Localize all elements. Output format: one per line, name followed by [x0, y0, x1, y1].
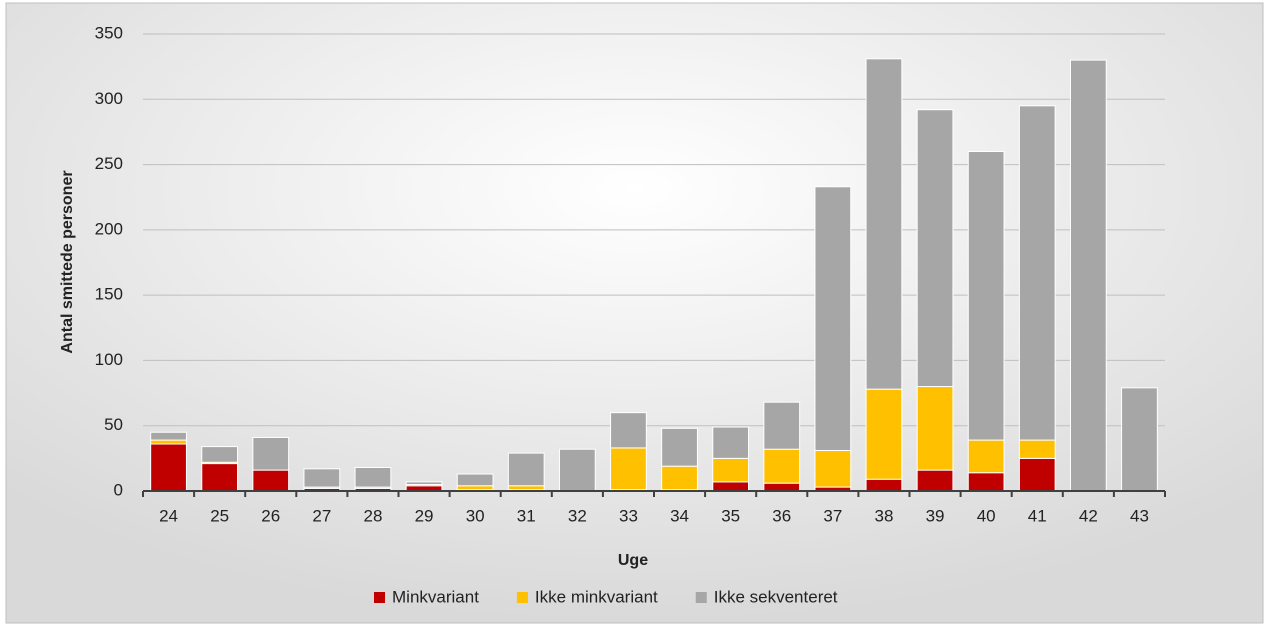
x-tick-label: 35 [721, 506, 740, 525]
bar-segment [865, 478, 903, 492]
legend-swatch [695, 592, 707, 603]
bar-segment [1018, 105, 1056, 441]
bar-segment [201, 446, 239, 463]
bar-segment [405, 481, 443, 485]
bar-segment [610, 447, 647, 491]
y-tick-label: 300 [95, 89, 123, 108]
x-tick-label: 30 [466, 506, 485, 525]
bar-segment [507, 452, 545, 487]
bar-segment [1121, 387, 1158, 492]
y-tick-label: 0 [114, 480, 123, 499]
bar-segment [610, 412, 647, 449]
bar-segment [150, 431, 187, 441]
bar-segment [814, 450, 852, 488]
y-tick-label: 250 [95, 154, 123, 173]
y-tick-label: 350 [95, 23, 123, 42]
bar-segment [661, 427, 698, 467]
bar-segment [865, 388, 903, 480]
bar-segment [354, 466, 392, 488]
legend-swatch [374, 592, 385, 603]
x-tick-label: 43 [1130, 506, 1149, 525]
bar-segment [763, 401, 801, 450]
x-axis-title: Uge [618, 552, 648, 569]
bar-segment [558, 448, 596, 492]
legend-label: Ikke minkvariant [535, 587, 658, 606]
bar-segment [456, 485, 494, 491]
bar-segment [814, 186, 852, 452]
legend-label: Minkvariant [392, 587, 479, 606]
x-tick-label: 40 [977, 506, 996, 525]
bar-segment [1069, 59, 1107, 492]
bar-segment [150, 443, 187, 492]
x-tick-label: 41 [1028, 506, 1047, 525]
bar-segment [252, 469, 290, 492]
bar-segment [661, 465, 698, 491]
bar-segment [712, 481, 750, 492]
x-tick-label: 32 [568, 506, 587, 525]
x-tick-label: 36 [772, 506, 791, 525]
y-tick-label: 50 [104, 415, 123, 434]
bar-segment [1018, 439, 1056, 459]
y-tick-label: 200 [95, 219, 123, 238]
y-tick-label: 100 [95, 350, 123, 369]
bar-segment [967, 472, 1005, 492]
bar-segment [712, 426, 750, 459]
bar-segment [150, 439, 187, 445]
x-tick-label: 39 [926, 506, 945, 525]
bar-segment [712, 457, 750, 483]
bar-segment [507, 485, 545, 491]
legend-label: Ikke sekventeret [714, 587, 838, 606]
legend-swatch [516, 592, 528, 603]
bar-segment [763, 482, 801, 492]
bar-segment [967, 439, 1005, 474]
bar-segment [303, 468, 341, 488]
y-axis-title: Antal smittede personer [59, 170, 76, 353]
x-tick-label: 34 [670, 506, 689, 525]
x-tick-label: 42 [1079, 506, 1098, 525]
bar-segment [916, 386, 954, 471]
bar-segment [916, 109, 954, 388]
bar-segment [252, 436, 290, 471]
x-tick-label: 26 [261, 506, 280, 525]
bar-segment [763, 448, 801, 484]
x-tick-label: 27 [312, 506, 331, 525]
x-tick-label: 25 [210, 506, 229, 525]
x-tick-label: 24 [159, 506, 178, 525]
bar-segment [1018, 457, 1056, 492]
bar-segment [865, 58, 903, 390]
x-tick-label: 31 [517, 506, 536, 525]
x-tick-label: 28 [363, 506, 382, 525]
bar-segment [456, 473, 494, 487]
y-tick-label: 150 [95, 285, 123, 304]
x-tick-label: 29 [415, 506, 434, 525]
bar-segment [916, 469, 954, 492]
bar-segment [201, 463, 239, 492]
x-tick-label: 38 [874, 506, 893, 525]
x-tick-label: 37 [823, 506, 842, 525]
x-tick-label: 33 [619, 506, 638, 525]
bar-segment [967, 151, 1005, 441]
